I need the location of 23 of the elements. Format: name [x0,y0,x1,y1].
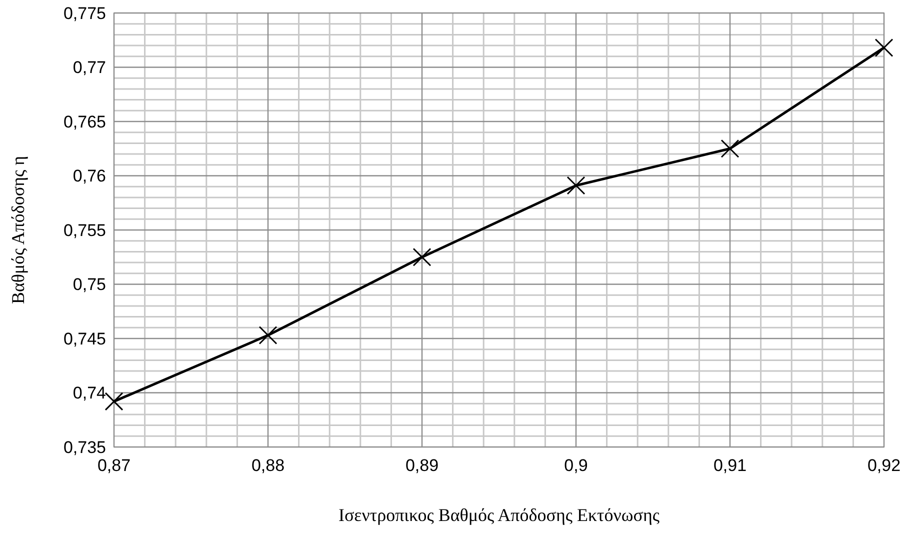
y-tick-label: 0,775 [63,4,106,23]
y-tick-label: 0,765 [63,112,106,132]
point [412,248,432,266]
point [258,326,278,344]
x-tick-label: 0,9 [564,456,588,475]
y-tick-label: 0,76 [72,166,106,186]
x-tick-label: 0,89 [405,456,439,475]
point [104,392,124,411]
y-axis-title: Βαθμός Απόδοσης η [8,156,28,304]
y-tick-label: 0,745 [63,329,106,348]
x-tick-label: 0,88 [251,456,285,475]
point [720,139,740,158]
y-tick-label: 0,74 [72,384,106,403]
y-tick-label: 0,735 [63,438,106,457]
x-tick-label: 0,87 [97,456,131,475]
y-tick-label: 0,755 [63,220,106,240]
point [566,176,586,195]
x-tick-label: 0,92 [867,456,901,475]
point [874,38,894,57]
y-tick-label: 0,77 [72,58,106,78]
x-tick-label: 0,91 [713,456,747,475]
x-axis-title: Ισεντροπικος Βαθμός Απόδοσης Εκτόνωσης [338,505,660,525]
y-tick-label: 0,75 [72,275,106,294]
